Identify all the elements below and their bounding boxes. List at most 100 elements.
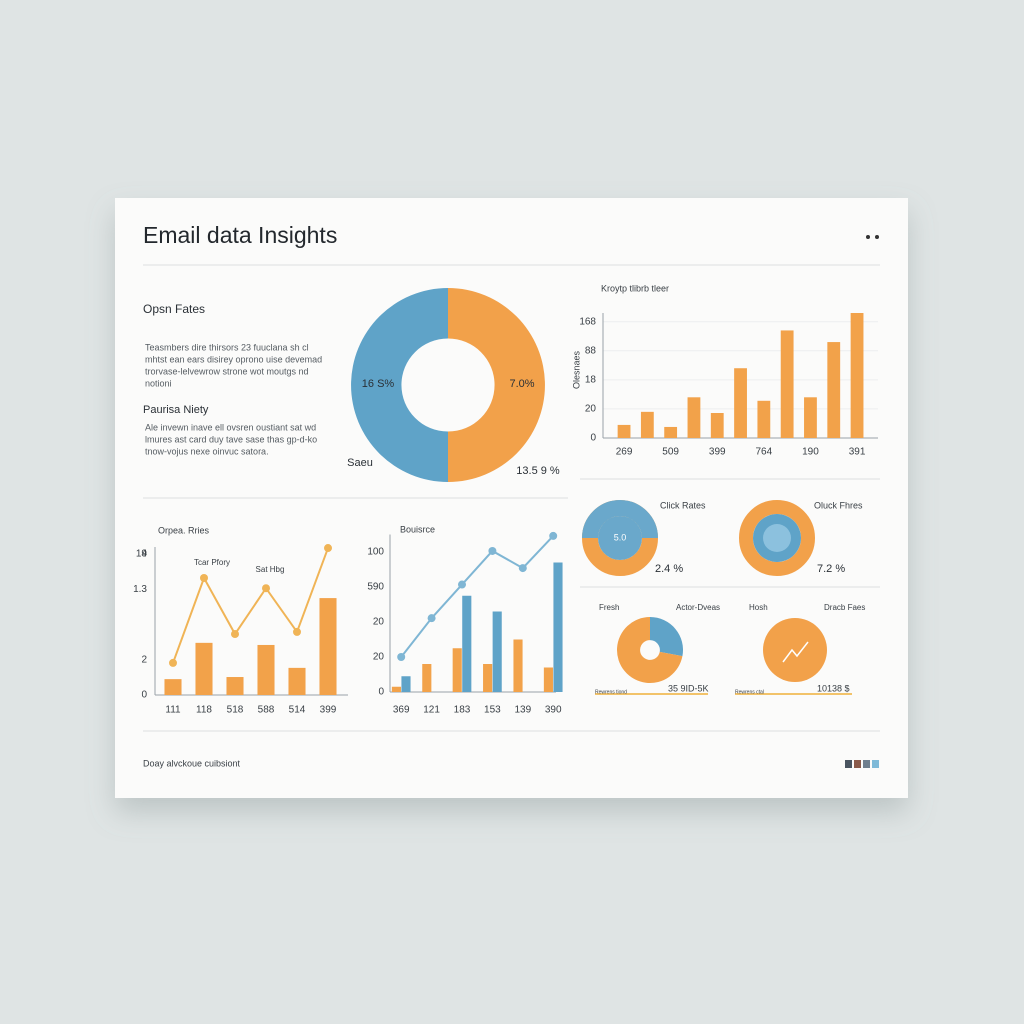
y-tick-label: 590 <box>367 582 384 593</box>
line <box>400 535 554 658</box>
y-tick-label: 168 <box>579 316 596 327</box>
x-tick-label: 118 <box>196 705 212 716</box>
paragraph-line: mhtst ean ears disirey oprono uise devem… <box>145 354 322 364</box>
y-tick-label: 1.3 <box>133 584 147 595</box>
mini-caption: Rewrens tiond <box>595 689 627 695</box>
paragraph-line: tnow-vojus nexe oinvuc satora. <box>145 446 269 456</box>
bar <box>734 368 747 438</box>
menu-dot[interactable] <box>875 235 879 239</box>
bar <box>452 648 462 692</box>
bar <box>850 313 864 438</box>
pie-slice <box>617 617 683 683</box>
x-tick-label: 139 <box>514 705 531 716</box>
y-tick-label: 20 <box>585 404 597 415</box>
kpi-title: Oluck Fhres <box>814 500 863 510</box>
bar <box>513 639 523 692</box>
kpi-ring-part <box>582 500 658 539</box>
line-point <box>262 584 270 593</box>
kpi-core <box>598 516 642 560</box>
bar <box>391 686 401 692</box>
y-tick-label: 2 <box>141 654 147 665</box>
paragraph-line: trorvase-lelvewrow strone wot moutgs nd <box>145 366 309 376</box>
mini-value: 10138 $ <box>817 683 850 693</box>
chart-title: Kroytp tlibrb tleer <box>601 283 669 293</box>
line-point <box>427 614 436 623</box>
line-point <box>200 574 208 583</box>
swatch <box>872 760 879 768</box>
kpi-center: 5.0 <box>614 532 627 542</box>
y-tick-label: 88 <box>585 345 597 356</box>
footer-text: Doay alvckoue cuibsiont <box>143 758 241 768</box>
menu-dot[interactable] <box>866 235 870 239</box>
bar <box>757 400 771 438</box>
annotation: 16 S% <box>362 378 395 390</box>
kpi-value: 7.2 % <box>817 563 845 575</box>
swatch <box>854 760 861 768</box>
paragraph-line: notioni <box>145 378 172 388</box>
x-tick-label: 399 <box>320 705 337 716</box>
bar <box>319 598 337 695</box>
heading: Opsn Fates <box>143 302 205 316</box>
line-point <box>231 630 239 639</box>
bar <box>226 677 244 695</box>
bar <box>422 664 432 692</box>
pie-slice <box>650 617 683 657</box>
y-tick-label: 20 <box>373 617 385 628</box>
line-point <box>518 564 527 573</box>
bar <box>617 424 631 438</box>
y-tick-label: 0 <box>590 433 596 444</box>
bar <box>195 642 213 695</box>
kpi-ring <box>739 500 815 576</box>
kpi-core-inner <box>763 524 791 552</box>
x-tick-label: 269 <box>616 447 633 458</box>
bar <box>401 676 411 692</box>
mini-subtitle: Dracb Faes <box>824 603 865 612</box>
bar <box>664 426 678 438</box>
y-tick-label: 0 <box>378 687 384 698</box>
y-tick-label: 100 <box>367 547 384 558</box>
line-point <box>169 658 177 667</box>
swatch <box>845 760 852 768</box>
y-tick-label: 4 <box>141 549 147 560</box>
y-tick-label: 0 <box>141 690 147 701</box>
bar <box>780 330 794 438</box>
line <box>172 547 329 664</box>
mini-title: Hosh <box>749 603 768 612</box>
y-tick-label: 20 <box>373 652 385 663</box>
bar <box>483 664 493 692</box>
x-tick-label: 518 <box>227 705 244 716</box>
page-title: Email data Insights <box>143 222 337 248</box>
bar <box>710 413 724 438</box>
mini-subtitle: Actor-Dveas <box>676 603 720 612</box>
x-tick-label: 111 <box>165 705 181 716</box>
pie-slice <box>351 288 448 482</box>
annotation: 7.0% <box>509 378 534 390</box>
mini-value: 35 9ID-5K <box>668 683 709 693</box>
annotation: Sat Hbg <box>256 565 285 574</box>
x-tick-label: 369 <box>393 705 410 716</box>
x-tick-label: 121 <box>423 705 440 716</box>
line-point <box>458 580 466 589</box>
x-tick-label: 399 <box>709 447 726 458</box>
heading: Paurisa Niety <box>143 404 209 416</box>
bar <box>257 644 275 695</box>
bar <box>492 611 502 692</box>
bar <box>543 667 553 692</box>
paragraph-line: Ale invewn inave ell ovsren oustiant sat… <box>145 422 316 432</box>
bar <box>462 595 472 692</box>
line-point <box>549 531 558 540</box>
bar <box>553 562 563 692</box>
x-tick-label: 509 <box>662 447 679 458</box>
line-point <box>397 653 406 661</box>
y-tick-label: 18 <box>585 375 597 386</box>
bar <box>827 342 841 438</box>
x-tick-label: 764 <box>756 447 773 458</box>
line-point <box>293 627 301 636</box>
y-tick-label: 19 <box>136 549 148 560</box>
line-point <box>324 544 332 553</box>
kpi-value: 2.4 % <box>655 563 683 575</box>
mini-circle <box>763 618 827 682</box>
pie-slice <box>448 288 545 482</box>
